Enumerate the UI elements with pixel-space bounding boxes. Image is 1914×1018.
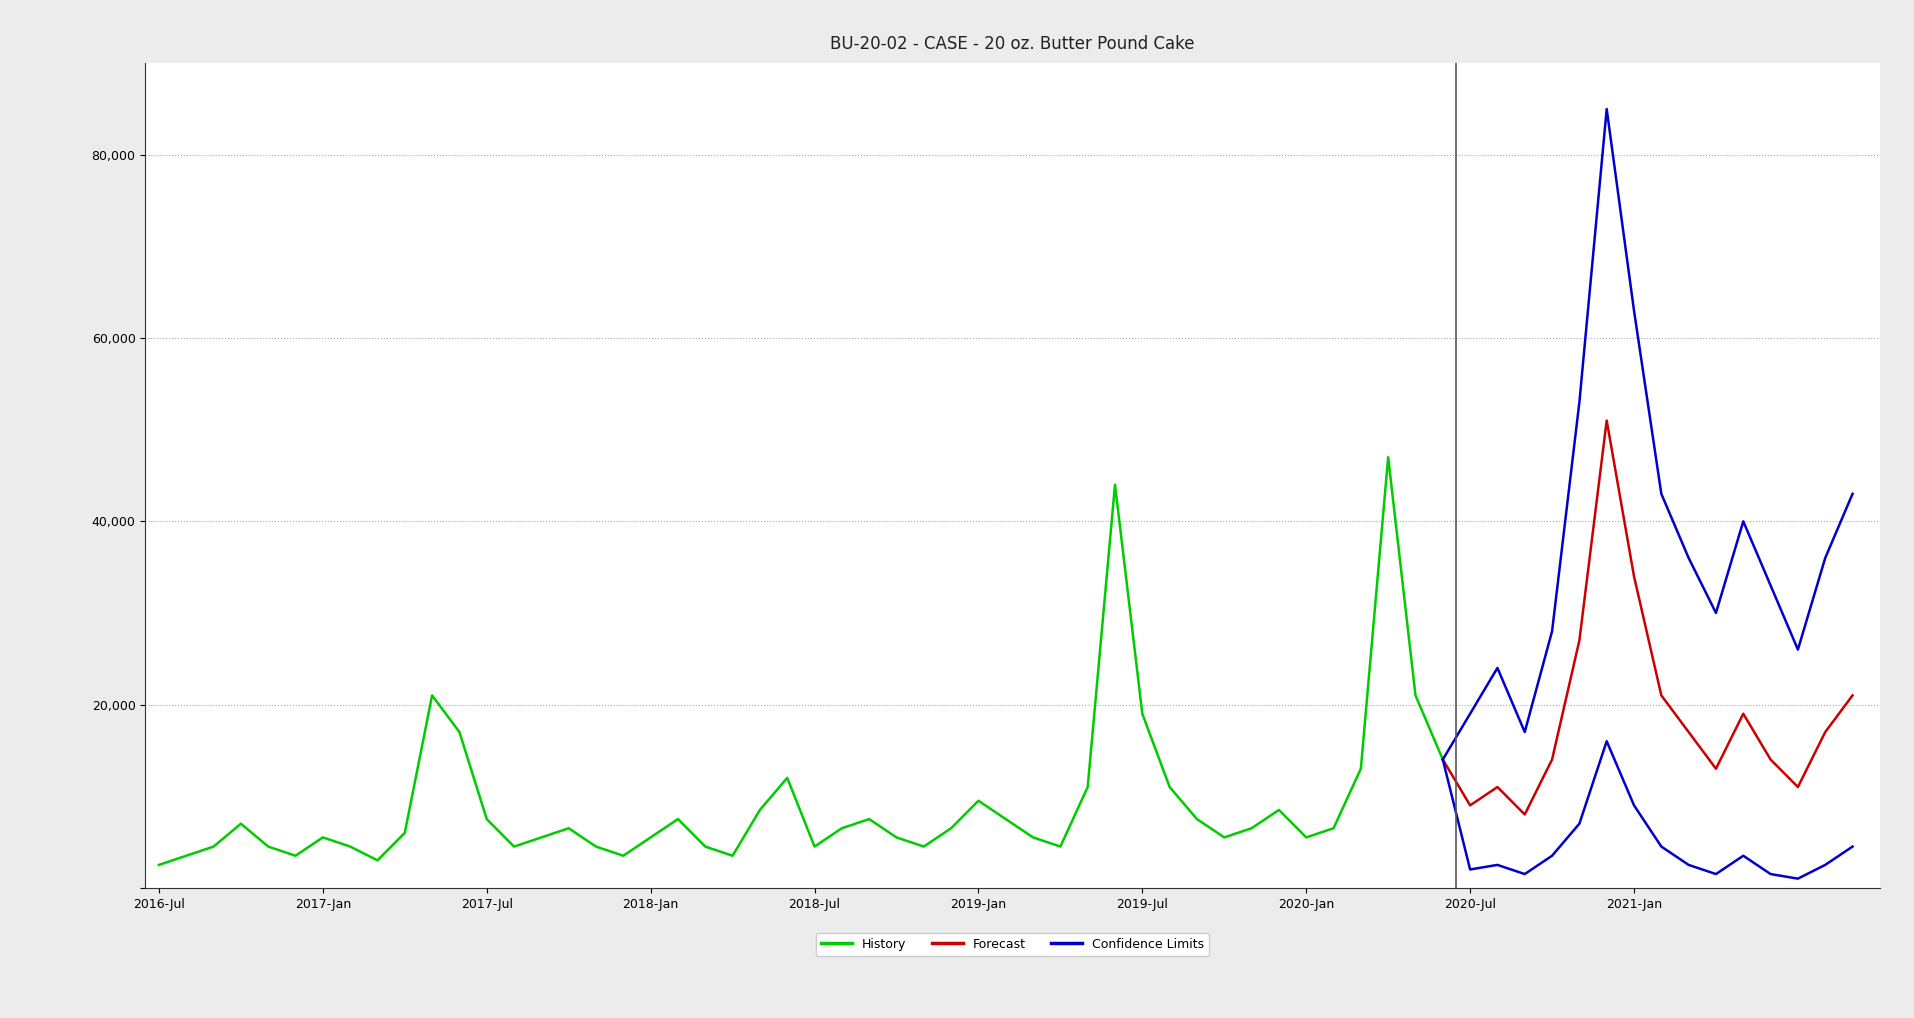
Title: BU-20-02 - CASE - 20 oz. Butter Pound Cake: BU-20-02 - CASE - 20 oz. Butter Pound Ca… [831, 36, 1194, 53]
Legend: History, Forecast, Confidence Limits: History, Forecast, Confidence Limits [815, 932, 1210, 956]
